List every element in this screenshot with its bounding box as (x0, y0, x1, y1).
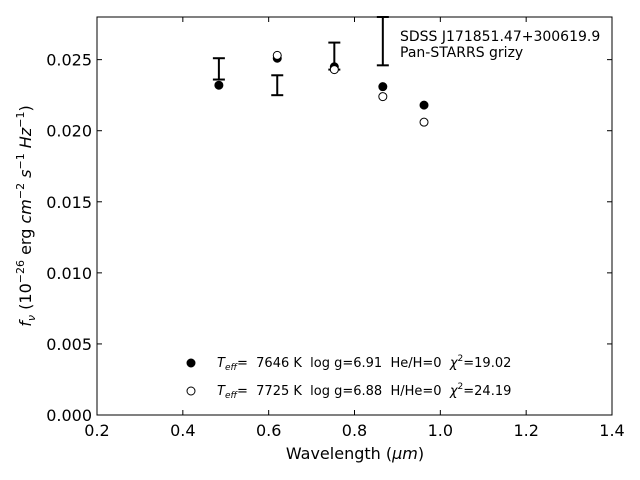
y-axis-label: fν (10−26 erg cm−2 s−1 Hz−1) (14, 105, 38, 326)
x-tick-label: 1.4 (599, 421, 624, 440)
error-bar (271, 74, 284, 97)
x-axis-label: Wavelength (μm) (286, 444, 424, 463)
error-bar (212, 57, 225, 81)
y-tick-label: 0.005 (46, 335, 92, 354)
legend-marker-filled (186, 358, 196, 368)
x-tick-label: 1.2 (513, 421, 538, 440)
y-tick-label: 0.000 (46, 406, 92, 425)
data-layer (212, 16, 429, 127)
model-point-open (329, 65, 339, 75)
legend-marker-open (186, 386, 196, 396)
legend: Teff= 7646 K log g=6.91 He/H=0 χ2=19.02 … (186, 354, 511, 401)
model-point-open (419, 117, 429, 127)
y-tick-label: 0.015 (46, 193, 92, 212)
legend-entry-1: Teff= 7646 K log g=6.91 He/H=0 χ2=19.02 (217, 354, 511, 373)
model-point-filled (419, 100, 429, 110)
source-annotation-line2: Pan-STARRS grizy (400, 45, 523, 61)
model-point-open (272, 50, 282, 60)
model-point-filled (378, 82, 388, 92)
ticks-layer: 0.2 0.4 0.6 0.8 1.0 1.2 1.4 0.000 0.005 0.010 0.01… (46, 17, 625, 440)
x-tick-label: 0.8 (342, 421, 367, 440)
x-tick-label: 0.6 (256, 421, 281, 440)
source-annotation-line1: SDSS J171851.47+300619.9 (400, 29, 600, 45)
x-tick-label: 0.4 (170, 421, 195, 440)
y-tick-label: 0.010 (46, 264, 92, 283)
y-tick-label: 0.025 (46, 51, 92, 70)
model-point-filled (214, 80, 224, 90)
x-tick-label: 0.2 (84, 421, 109, 440)
model-point-open (378, 92, 388, 102)
legend-entry-2: Teff= 7725 K log g=6.88 H/He=0 χ2=24.19 (217, 382, 511, 401)
x-tick-label: 1.0 (428, 421, 453, 440)
y-tick-label: 0.020 (46, 122, 92, 141)
